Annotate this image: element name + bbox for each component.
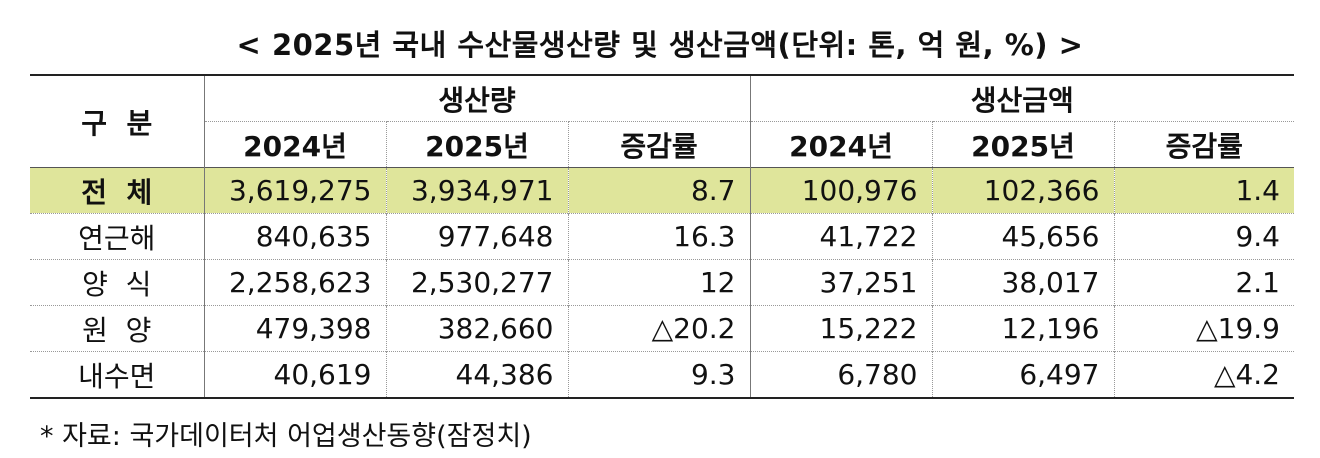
table-row: 연근해 840,635 977,648 16.3 41,722 45,656 9… — [30, 213, 1294, 260]
cell-volume-2025: 977,648 — [385, 213, 568, 260]
table-row-total: 전 체 3,619,275 3,934,971 8.7 100,976 102,… — [30, 167, 1294, 214]
cell-volume-change: 8.7 — [567, 167, 750, 214]
cell-volume-2024: 479,398 — [203, 305, 386, 352]
source-note: * 자료: 국가데이터처 어업생산동향(잠정치) — [40, 421, 532, 452]
cell-value-change: 9.4 — [1113, 213, 1294, 260]
table-row: 내수면 40,619 44,386 9.3 6,780 6,497 △4.2 — [30, 351, 1294, 399]
row-label: 전 체 — [30, 167, 204, 214]
header-category: 구 분 — [30, 74, 204, 168]
cell-volume-change: 9.3 — [567, 351, 750, 399]
cell-volume-change: △20.2 — [567, 305, 750, 352]
header-volume-2025: 2025년 — [385, 121, 568, 168]
row-label: 양 식 — [30, 259, 204, 306]
header-volume-2024: 2024년 — [203, 121, 386, 168]
production-table: 구 분 생산량 생산금액 2024년 2025년 증감률 2024년 2025년… — [30, 74, 1294, 399]
cell-volume-2025: 44,386 — [385, 351, 568, 399]
cell-value-2024: 37,251 — [749, 259, 932, 306]
cell-volume-2024: 840,635 — [203, 213, 386, 260]
row-label: 연근해 — [30, 213, 204, 260]
header-value-2024: 2024년 — [749, 121, 932, 168]
cell-volume-2025: 2,530,277 — [385, 259, 568, 306]
header-group-value: 생산금액 — [749, 74, 1294, 122]
cell-value-2024: 41,722 — [749, 213, 932, 260]
header-group-volume: 생산량 — [203, 74, 750, 122]
cell-value-2024: 15,222 — [749, 305, 932, 352]
cell-value-2025: 38,017 — [931, 259, 1114, 306]
table-title: < 2025년 국내 수산물생산량 및 생산금액(단위: 톤, 억 원, %) … — [236, 28, 1084, 62]
cell-value-change: 1.4 — [1113, 167, 1294, 214]
cell-value-2025: 6,497 — [931, 351, 1114, 399]
cell-volume-2025: 3,934,971 — [385, 167, 568, 214]
cell-value-change: 2.1 — [1113, 259, 1294, 306]
cell-value-change: △4.2 — [1113, 351, 1294, 399]
table-row: 원 양 479,398 382,660 △20.2 15,222 12,196 … — [30, 305, 1294, 352]
header-volume-change: 증감률 — [567, 121, 750, 168]
row-label: 내수면 — [30, 351, 204, 399]
cell-volume-2024: 40,619 — [203, 351, 386, 399]
header-value-change: 증감률 — [1113, 121, 1294, 168]
cell-volume-change: 12 — [567, 259, 750, 306]
row-label: 원 양 — [30, 305, 204, 352]
cell-value-2025: 45,656 — [931, 213, 1114, 260]
cell-value-2024: 6,780 — [749, 351, 932, 399]
header-value-2025: 2025년 — [931, 121, 1114, 168]
table-row: 양 식 2,258,623 2,530,277 12 37,251 38,017… — [30, 259, 1294, 306]
cell-value-change: △19.9 — [1113, 305, 1294, 352]
cell-value-2025: 12,196 — [931, 305, 1114, 352]
cell-value-2024: 100,976 — [749, 167, 932, 214]
cell-volume-2024: 2,258,623 — [203, 259, 386, 306]
cell-volume-change: 16.3 — [567, 213, 750, 260]
cell-value-2025: 102,366 — [931, 167, 1114, 214]
cell-volume-2025: 382,660 — [385, 305, 568, 352]
cell-volume-2024: 3,619,275 — [203, 167, 386, 214]
